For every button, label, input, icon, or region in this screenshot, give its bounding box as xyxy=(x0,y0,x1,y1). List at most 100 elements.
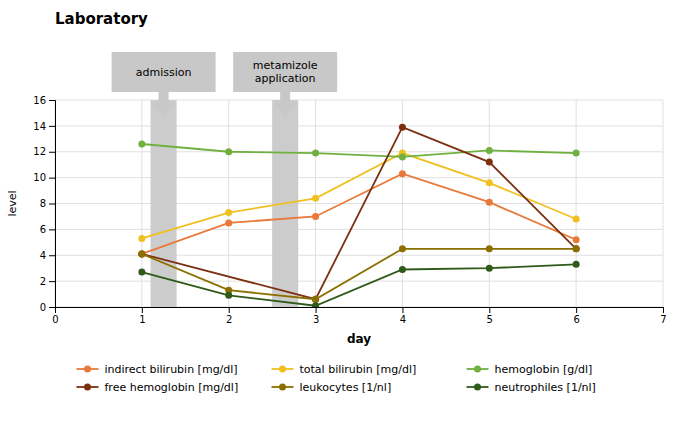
x-tick-mark xyxy=(576,307,577,313)
y-tick-mark xyxy=(49,204,55,205)
plot-area: 012345670246810121416 xyxy=(33,95,666,325)
series-marker xyxy=(399,266,406,273)
legend-item: total bilirubin [mg/dl] xyxy=(272,363,417,376)
x-tick-mark xyxy=(663,307,664,313)
grid-line-y xyxy=(55,203,663,204)
y-tick-mark xyxy=(49,152,55,153)
y-tick-label: 4 xyxy=(40,250,46,261)
series-marker xyxy=(138,250,145,257)
series-marker xyxy=(486,147,493,154)
grid-line-y xyxy=(55,125,663,126)
x-tick: 6 xyxy=(573,307,579,325)
annotation-stem xyxy=(280,92,290,103)
x-tick-label: 5 xyxy=(487,314,493,325)
x-tick-label: 3 xyxy=(313,314,319,325)
y-tick: 12 xyxy=(33,146,55,157)
series-marker xyxy=(312,195,319,202)
annotation-stem xyxy=(159,92,169,103)
y-tick-label: 14 xyxy=(33,121,46,132)
series-marker xyxy=(138,235,145,242)
x-tick-mark xyxy=(316,307,317,313)
grid-line-y xyxy=(55,177,663,178)
y-tick: 8 xyxy=(40,198,55,209)
series-marker xyxy=(573,236,580,243)
series-marker xyxy=(138,140,145,147)
legend-item: free hemoglobin [mg/dl] xyxy=(77,381,239,394)
x-tick: 1 xyxy=(139,307,145,325)
y-tick-label: 0 xyxy=(40,302,46,313)
series-marker xyxy=(312,150,319,157)
annotation-box xyxy=(233,52,337,92)
series-line xyxy=(142,264,576,305)
y-tick: 4 xyxy=(40,250,55,261)
legend-swatch-marker xyxy=(84,384,91,391)
x-tick-label: 0 xyxy=(52,314,58,325)
legend-item: hemoglobin [g/dl] xyxy=(467,363,593,376)
x-axis: 01234567 xyxy=(52,307,666,325)
y-tick: 14 xyxy=(33,121,55,132)
annotations: admission metamizoleapplication xyxy=(112,52,338,117)
series-marker xyxy=(138,250,145,257)
series-marker xyxy=(399,124,406,131)
series-marker xyxy=(573,216,580,223)
annotation-pointer xyxy=(152,103,176,117)
x-tick-label: 2 xyxy=(226,314,232,325)
legend-label: indirect bilirubin [mg/dl] xyxy=(105,363,238,376)
y-tick-label: 6 xyxy=(40,224,46,235)
annotation: metamizoleapplication xyxy=(233,52,337,117)
y-tick-mark xyxy=(49,229,55,230)
series-marker xyxy=(486,179,493,186)
y-tick: 0 xyxy=(40,302,55,313)
y-axis-line xyxy=(49,101,56,308)
y-tick-mark xyxy=(49,307,55,308)
series-marker xyxy=(225,209,232,216)
grid-line-x xyxy=(576,100,577,307)
y-tick-mark xyxy=(49,281,55,282)
legend-label: neutrophiles [1/nl] xyxy=(495,381,596,394)
annotation-pointer xyxy=(273,103,297,117)
series-marker xyxy=(312,296,319,303)
series-line xyxy=(142,249,576,299)
x-axis-line xyxy=(56,308,664,314)
series-marker xyxy=(225,219,232,226)
grid-line-x xyxy=(315,100,316,307)
x-tick: 4 xyxy=(400,307,406,325)
legend-label: free hemoglobin [mg/dl] xyxy=(105,381,239,394)
chart: 012345670246810121416daylevelLaboratorya… xyxy=(0,0,685,425)
y-tick: 16 xyxy=(33,95,55,106)
grid-line-y xyxy=(55,229,663,230)
series-marker xyxy=(573,150,580,157)
series-marker xyxy=(573,261,580,268)
series-marker xyxy=(312,302,319,307)
data-group xyxy=(138,100,579,307)
y-tick: 2 xyxy=(40,276,55,287)
y-tick: 6 xyxy=(40,224,55,235)
series-marker xyxy=(312,296,319,303)
legend-item: neutrophiles [1/nl] xyxy=(467,381,596,394)
x-tick-label: 1 xyxy=(139,314,145,325)
legend-swatch-marker xyxy=(474,366,481,373)
legend-swatch-marker xyxy=(84,366,91,373)
x-tick: 2 xyxy=(226,307,232,325)
title: Laboratory xyxy=(55,10,148,28)
grid-line-x xyxy=(402,100,403,307)
x-axis-title: day xyxy=(347,332,371,346)
grid-line-x xyxy=(141,100,142,307)
x-tick-label: 6 xyxy=(573,314,579,325)
y-tick-label: 8 xyxy=(40,198,46,209)
legend-swatch-marker xyxy=(279,384,286,391)
y-tick-mark xyxy=(49,100,55,101)
series-marker xyxy=(399,170,406,177)
legend-label: leukocytes [1/nl] xyxy=(300,381,392,394)
grid-line-y xyxy=(55,281,663,282)
legend-label: hemoglobin [g/dl] xyxy=(495,363,593,376)
series-marker xyxy=(138,250,145,257)
legend-swatch-marker xyxy=(279,366,286,373)
legend-swatch-marker xyxy=(474,384,481,391)
series-line xyxy=(142,144,576,157)
annotation-label: admission xyxy=(136,66,192,79)
y-tick-label: 2 xyxy=(40,276,46,287)
y-tick-mark xyxy=(49,255,55,256)
series-marker xyxy=(399,153,406,160)
x-tick-mark xyxy=(489,307,490,313)
